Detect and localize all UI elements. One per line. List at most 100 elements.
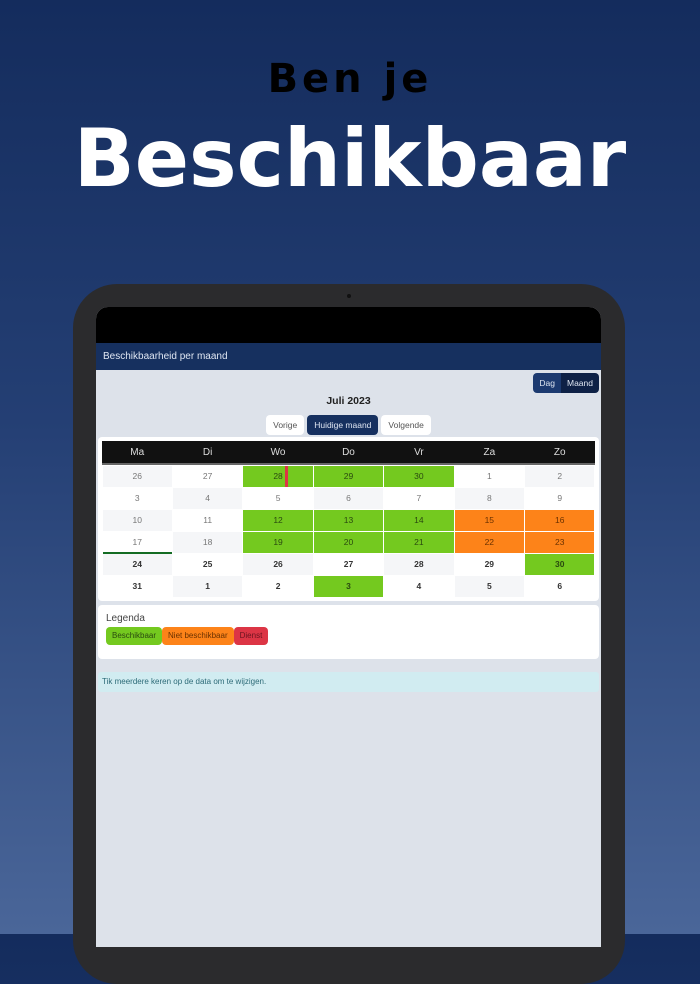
week-row: 3 4 5 6 7 8 9 [102,488,595,509]
week-row: 17 18 19 20 21 22 23 [102,532,595,554]
day-cell[interactable]: 27 [173,466,242,487]
day-cell[interactable]: 26 [102,466,172,487]
day-number: 21 [414,537,424,547]
day-cell[interactable]: 26 [243,554,313,575]
day-cell[interactable]: 6 [525,576,594,597]
day-cell[interactable]: 18 [172,532,243,553]
hint-alert: Tik meerdere keren op de data om te wijz… [98,672,599,692]
day-cell[interactable]: 31 [103,576,172,597]
legend-title: Legenda [106,613,145,624]
day-number: 7 [416,493,422,503]
week-row: 10 11 12 13 14 15 16 [102,510,595,531]
day-number: 9 [557,493,563,503]
day-number: 2 [557,471,563,481]
day-cell[interactable]: 30 [525,554,595,575]
day-cell[interactable]: 9 [525,488,594,509]
day-number: 19 [273,537,283,547]
day-number: 28 [414,559,424,569]
day-cell[interactable]: 29 [313,466,384,487]
day-cell[interactable]: 29 [455,554,524,575]
day-cell[interactable]: 10 [102,510,172,531]
day-number: 29 [484,559,495,569]
day-number: 25 [202,559,213,569]
day-number: 29 [343,471,354,481]
day-number: 17 [132,537,142,547]
month-nav: Vorige Huidige maand Volgende [96,415,601,435]
dag-button[interactable]: Dag [533,373,561,393]
day-cell[interactable]: 23 [525,532,595,553]
day-number: 27 [343,559,354,569]
day-number: 4 [205,493,210,503]
day-number: 26 [273,559,283,569]
day-cell[interactable]: 22 [454,532,525,553]
day-cell[interactable]: 25 [173,554,242,575]
camera [347,294,351,298]
day-number: 3 [134,493,140,503]
day-cell[interactable]: 8 [454,488,525,509]
week-row: 26 27 28 29 30 1 2 [102,466,595,487]
status-bar [96,307,601,343]
day-cell[interactable]: 6 [313,488,384,509]
day-number: 1 [486,471,492,481]
day-cell[interactable]: 4 [384,576,453,597]
day-number: 30 [414,471,424,481]
day-cell[interactable]: 24 [102,554,172,575]
day-cell[interactable]: 3 [313,576,384,597]
day-cell[interactable]: 5 [454,576,525,597]
legend-chip: Niet beschikbaar [162,627,234,645]
day-number: 18 [202,537,213,547]
day-cell[interactable]: 3 [103,488,172,509]
weekday-vr: Vr [414,447,424,458]
day-cell[interactable]: 30 [384,466,454,487]
day-cell[interactable]: 2 [243,576,312,597]
day-number: 22 [484,537,495,547]
next-button[interactable]: Volgende [381,415,431,435]
promo-title: Beschikbaar [73,112,627,205]
day-number: 11 [203,515,213,525]
month-title: Juli 2023 [326,395,371,407]
day-cell[interactable]: 7 [384,488,453,509]
week-row: 24 25 26 27 28 29 30 [102,554,595,575]
day-number: 23 [555,537,565,547]
day-number: 3 [346,581,351,591]
maand-button[interactable]: Maand [561,373,599,393]
day-cell[interactable]: 28 [384,554,454,575]
day-cell[interactable]: 21 [384,532,454,553]
legend-chip: Dienst [233,627,269,645]
day-number: 14 [414,515,424,525]
day-cell[interactable]: 14 [384,510,454,531]
day-cell[interactable]: 2 [525,466,595,487]
day-number: 20 [343,537,354,547]
day-number: 4 [416,581,422,591]
day-number: 15 [484,515,495,525]
day-cell[interactable]: 17 [102,532,172,554]
day-cell[interactable]: 11 [173,510,242,531]
day-cell[interactable]: 5 [243,488,312,509]
day-number: 8 [486,493,492,503]
day-cell[interactable]: 20 [313,532,384,553]
today-indicator [102,552,172,554]
day-number: 24 [132,559,142,569]
day-number: 6 [346,493,351,503]
day-number: 30 [555,559,565,569]
day-cell[interactable]: 19 [243,532,313,553]
day-cell[interactable]: 15 [454,510,525,531]
day-cell[interactable]: 28 [243,466,313,487]
legend: Legenda Beschikbaar Niet beschikbaar Diens… [98,605,599,659]
day-number: 5 [486,581,492,591]
weekday-ma: Ma [130,447,145,458]
calendar: Ma Di Wo Do Vr Za Zo 26 27 28 29 30 1 2 3 4 5 6 7 8 9 10 11 12… [98,437,599,601]
current-month-button[interactable]: Huidige maand [307,415,379,435]
weekday-zo: Zo [553,447,566,458]
weekday-do: Do [342,447,355,458]
day-cell[interactable]: 16 [525,510,595,531]
day-cell[interactable]: 12 [243,510,313,531]
prev-button[interactable]: Vorige [266,415,305,435]
day-number: 5 [275,493,281,503]
day-cell[interactable]: 1 [172,576,243,597]
day-cell[interactable]: 4 [172,488,243,509]
day-cell[interactable]: 13 [313,510,384,531]
day-number: 13 [343,515,354,525]
day-cell[interactable]: 1 [455,466,524,487]
day-cell[interactable]: 27 [314,554,383,575]
